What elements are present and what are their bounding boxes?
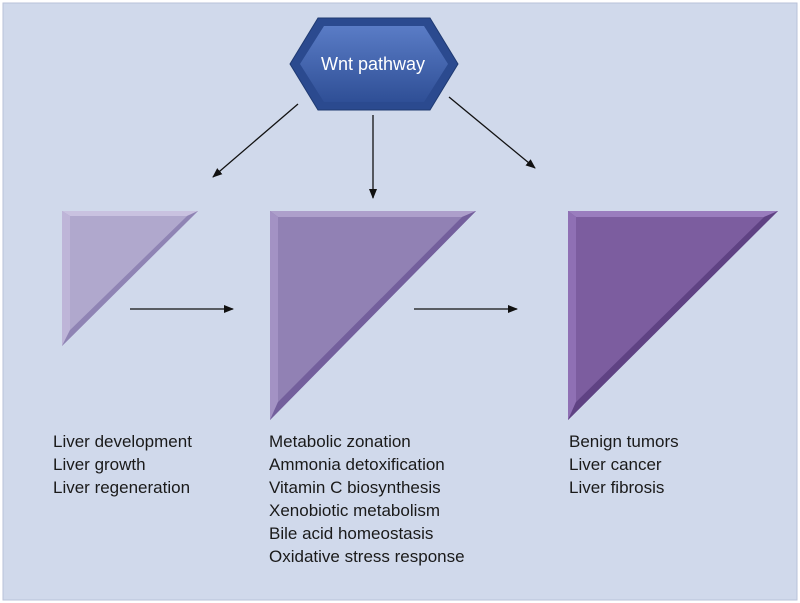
triangle-development [62,211,198,346]
triangle-disease [568,211,778,420]
list-item: Liver fibrosis [569,478,665,497]
triangle-metabolism [270,211,476,420]
list-item: Liver growth [53,455,146,474]
list-item: Liver cancer [569,455,662,474]
list-item: Benign tumors [569,432,679,451]
hub-hexagon-inner [300,26,448,102]
label-list-development: Liver development Liver growth Liver regen… [53,430,192,499]
list-item: Ammonia detoxification [269,455,445,474]
list-item: Liver regeneration [53,478,191,497]
label-list-metabolism: Metabolic zonation Ammonia detoxification… [269,430,465,568]
arrow-hub-to-development [212,103,299,178]
hub-label: Wnt pathway [320,53,426,74]
arrow-hub-to-disease [448,96,536,169]
list-item: Bile acid homeostasis [269,524,434,543]
list-item: Liver development [53,432,192,451]
hub-node [289,17,459,111]
list-item: Oxidative stress response [269,547,465,566]
list-item: Metabolic zonation [269,432,411,451]
list-item: Xenobiotic metabolism [269,501,441,520]
list-item: Vitamin C biosynthesis [269,478,441,497]
label-list-disease: Benign tumors Liver cancer Liver fibrosis [569,430,679,499]
